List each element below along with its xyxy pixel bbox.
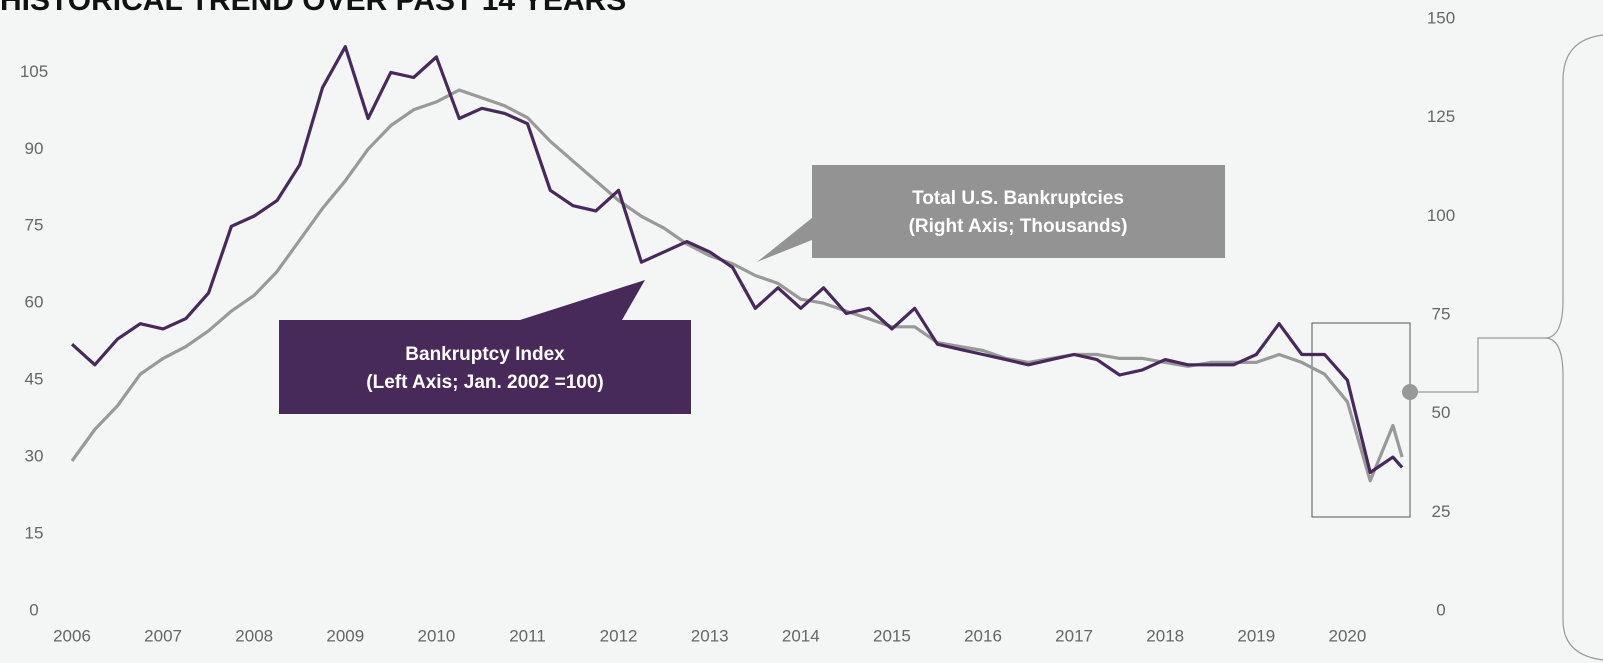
annotation-box: [279, 320, 691, 414]
x-tick-label: 2017: [1055, 626, 1093, 645]
x-tick-label: 2018: [1146, 626, 1184, 645]
y2-tick-label: 0: [1436, 600, 1445, 619]
annotation-box: [812, 165, 1225, 258]
y2-tick-label: 25: [1432, 502, 1451, 521]
chart-title: HISTORICAL TREND OVER PAST 14 YEARS: [0, 0, 626, 17]
y2-tick-label: 150: [1427, 8, 1455, 27]
x-tick-label: 2015: [873, 626, 911, 645]
y-tick-label: 105: [20, 62, 48, 81]
y2-tick-label: 125: [1427, 107, 1455, 126]
x-tick-label: 2011: [509, 626, 546, 645]
x-tick-label: 2014: [782, 626, 820, 645]
y-tick-label: 15: [25, 524, 44, 543]
x-tick-label: 2020: [1328, 626, 1366, 645]
x-tick-label: 2010: [417, 626, 455, 645]
y-tick-label: 45: [25, 370, 44, 389]
x-tick-label: 2009: [326, 626, 364, 645]
annotation-text: Bankruptcy Index: [405, 344, 565, 365]
y-tick-label: 90: [25, 139, 44, 158]
annotation-text: Total U.S. Bankruptcies: [912, 188, 1124, 209]
x-tick-label: 2019: [1237, 626, 1275, 645]
y-tick-label: 0: [29, 600, 38, 619]
connector-dot: [1402, 384, 1418, 400]
x-tick-label: 2006: [53, 626, 91, 645]
annotation-pointer: [757, 218, 812, 262]
x-tick-label: 2007: [144, 626, 182, 645]
x-tick-label: 2008: [235, 626, 273, 645]
bracket: [1544, 34, 1603, 661]
y2-tick-label: 50: [1432, 403, 1451, 422]
highlight-box: [1311, 322, 1411, 518]
y2-tick-label: 75: [1432, 304, 1451, 323]
y-tick-label: 75: [25, 216, 44, 235]
x-tick-label: 2016: [964, 626, 1002, 645]
x-tick-label: 2012: [600, 626, 638, 645]
connector: [1410, 337, 1545, 393]
series-line: [70, 88, 1404, 483]
annotation-pointer: [520, 280, 645, 320]
y-tick-label: 30: [25, 447, 44, 466]
series-line: [70, 45, 1404, 475]
y2-tick-label: 100: [1427, 206, 1455, 225]
annotation-text: (Right Axis; Thousands): [909, 216, 1128, 237]
y-tick-label: 60: [25, 293, 44, 312]
x-tick-label: 2013: [691, 626, 729, 645]
annotation-text: (Left Axis; Jan. 2002 =100): [366, 372, 603, 393]
